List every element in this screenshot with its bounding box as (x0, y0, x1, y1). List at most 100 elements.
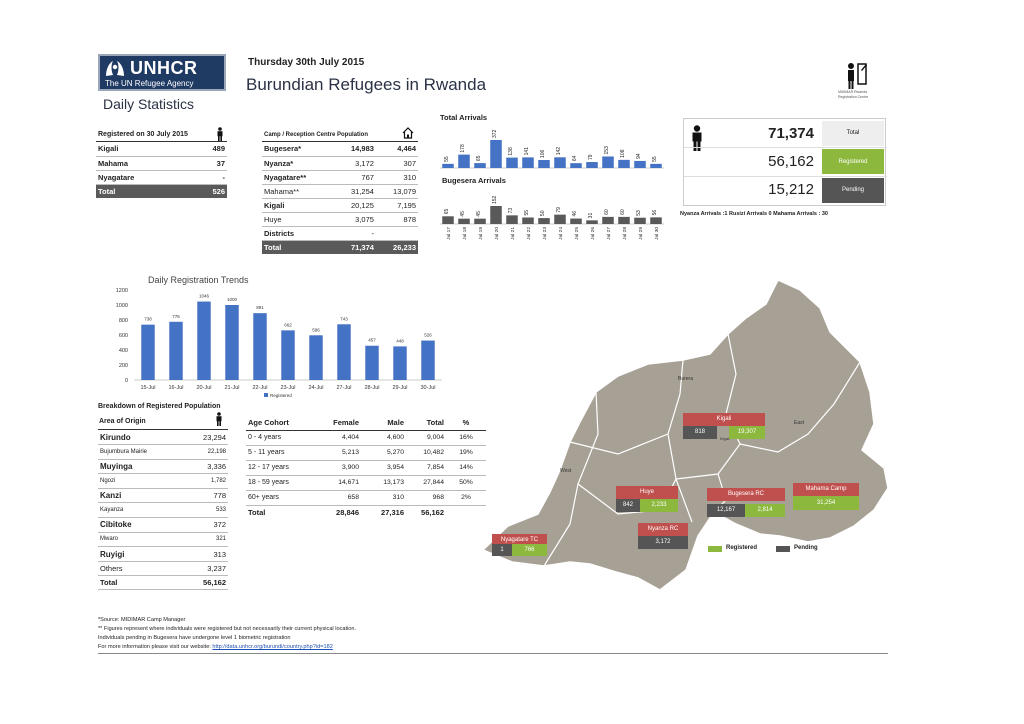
table-row: Muyinga 3,336 (98, 459, 228, 475)
date-label: Jul 20 (494, 227, 500, 240)
data-label: 79 (588, 154, 594, 160)
data-label: 94 (636, 153, 642, 159)
total-row: Total 28,846 27,316 56,162 (246, 505, 486, 520)
x-tick-label: 27-Jul (337, 385, 352, 391)
data-label: 152 (492, 195, 498, 204)
age-value: 5,270 (361, 445, 406, 461)
summary-pending-label: Pending (841, 187, 865, 193)
y-tick-label: 400 (119, 348, 128, 354)
person-icon (217, 127, 223, 141)
summary-panel: 71,374 Total 56,162 Registered 15,212 Pe… (683, 118, 887, 206)
bar (442, 216, 454, 224)
camp-value: 3,075 (333, 212, 376, 227)
total-cell: 28,846 (336, 508, 359, 518)
pending-swatch (822, 178, 884, 203)
bar (490, 206, 502, 224)
total-label: Total (98, 575, 184, 591)
bar (650, 163, 662, 168)
area-value: 313 (183, 546, 228, 562)
table-row: Mahama 37 (96, 156, 227, 171)
table-header-row: Age Cohort Female Male Total% (246, 416, 486, 431)
age-value: 16% (446, 430, 486, 446)
data-label: 178 (460, 144, 466, 153)
camp-value: 20,125 (333, 198, 376, 213)
bar (197, 301, 211, 380)
area-value: 22,198 (183, 444, 228, 460)
area-name: Ngozi (98, 473, 184, 489)
bar (458, 154, 470, 168)
y-tick-label: 200 (119, 363, 128, 369)
person-icon (692, 125, 702, 151)
registered-swatch (822, 149, 884, 174)
other-arrivals-line: Nyanza Arrivals :1 Rusizi Arrivals 0 Mah… (680, 211, 828, 217)
age-value: 14% (446, 460, 486, 476)
age-value: 658 (316, 490, 361, 506)
camp-value: 767 (333, 170, 376, 185)
table-row: 0 - 4 years 4,404 4,600 9,004 16% (246, 430, 486, 446)
table-row: Cibitoke 372 (98, 517, 228, 533)
bar (281, 330, 295, 380)
total-value: 26,233 (375, 240, 418, 254)
bugesera-registered: 2,814 (745, 504, 785, 517)
row-value: 489 (188, 142, 227, 157)
age-value: 9,004 (406, 430, 446, 446)
x-tick-label: 23-Jul (281, 385, 296, 391)
data-label: 891 (256, 305, 264, 310)
bar (554, 214, 566, 224)
bar (650, 217, 662, 224)
data-label: 56 (652, 210, 658, 216)
data-label: 45 (460, 211, 466, 217)
data-label: 60 (620, 209, 626, 215)
area-name: Mwaro (98, 532, 184, 548)
camp-name: Kigali (262, 198, 334, 213)
x-tick-label: 20-Jul (197, 385, 212, 391)
logo-title: UNHCR (130, 58, 198, 78)
total-label: Total (96, 184, 189, 198)
bar (618, 216, 630, 224)
bugesera-arrivals-title: Bugesera Arrivals (442, 176, 506, 185)
place-label: Kigali (720, 436, 730, 441)
area-name: Bujumbura Mairie (98, 444, 184, 460)
table-row: Kigali 489 (96, 142, 227, 157)
bar (602, 216, 614, 224)
data-label: 108 (620, 149, 626, 158)
legend-pending-swatch (776, 546, 790, 552)
total-row: Total 71,374 26,233 (262, 240, 418, 254)
bar (141, 324, 155, 380)
age-value: 4,600 (361, 430, 406, 446)
summary-registered-value: 56,162 (768, 153, 814, 170)
date-label: Jul 29 (638, 227, 644, 240)
data-label: 106 (540, 149, 546, 158)
kigali-pending: 818 (683, 426, 717, 439)
column-header: Female (316, 416, 361, 431)
date-label: Jul 23 (542, 227, 548, 240)
date-label: Jul 27 (606, 227, 612, 240)
row-label: Mahama (96, 156, 189, 171)
hands-logo-icon (106, 61, 124, 76)
camp-name: Mahama** (262, 184, 334, 199)
area-value: 3,237 (183, 561, 228, 577)
table-row: Kirundo 23,294 (98, 430, 228, 446)
camp-name: Huye (262, 212, 334, 227)
data-label: 53 (636, 210, 642, 216)
bar (586, 220, 598, 224)
camp-value: 310 (375, 170, 418, 185)
website-link[interactable]: http://data.unhcr.org/burundi/country.ph… (212, 644, 333, 650)
age-cohort-table: Age Cohort Female Male Total% 0 - 4 years 4,4… (246, 416, 486, 520)
column-header: Age Cohort (246, 416, 316, 431)
age-value: 50% (446, 475, 486, 491)
data-label: 46 (572, 211, 578, 217)
table-row: Nyagatare** 767 310 (262, 170, 418, 185)
total-cell: Total (248, 508, 266, 518)
area-name: Kanzi (98, 488, 184, 504)
legend-registered-swatch (708, 546, 722, 552)
camp-name: Bugesera* (262, 142, 334, 157)
camp-value: 307 (375, 156, 418, 171)
camp-value: - (333, 226, 376, 241)
nyagatare-callout-label: Nyagatare TC (492, 534, 547, 547)
age-value: 19% (446, 445, 486, 461)
area-value: 778 (183, 488, 228, 504)
column-header: Total (406, 416, 446, 431)
total-arrivals-chart: 55 178 65 372 138 141 106 142 64 79 153 108 94 55 (440, 129, 664, 169)
x-tick-label: 24-Jul (309, 385, 324, 391)
